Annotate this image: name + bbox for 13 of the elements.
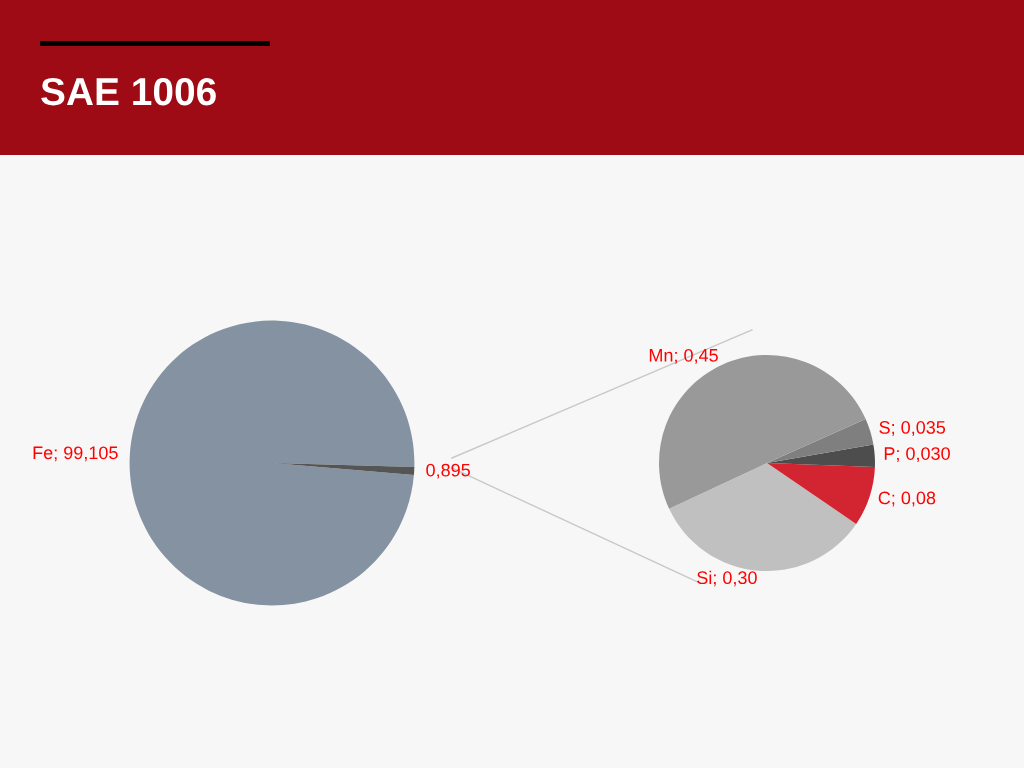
slice-label: Mn; 0,45 — [649, 348, 718, 364]
slice-label: Fe; 99,105 — [33, 446, 118, 462]
data-label: 0,895 — [426, 463, 470, 479]
pie-slice — [767, 419, 874, 463]
slice-label: S; 0,035 — [879, 421, 946, 436]
pie-slice — [669, 463, 857, 571]
pie-slice — [767, 444, 875, 468]
chart-title: SAE 1006 — [41, 77, 216, 106]
slice-label: P; 0,030 — [884, 447, 950, 463]
slice-label: Si; 0,30 — [697, 570, 757, 587]
slice-label: C; 0,08 — [878, 491, 936, 507]
pie-slice — [767, 463, 875, 524]
pie-slice — [129, 320, 415, 606]
